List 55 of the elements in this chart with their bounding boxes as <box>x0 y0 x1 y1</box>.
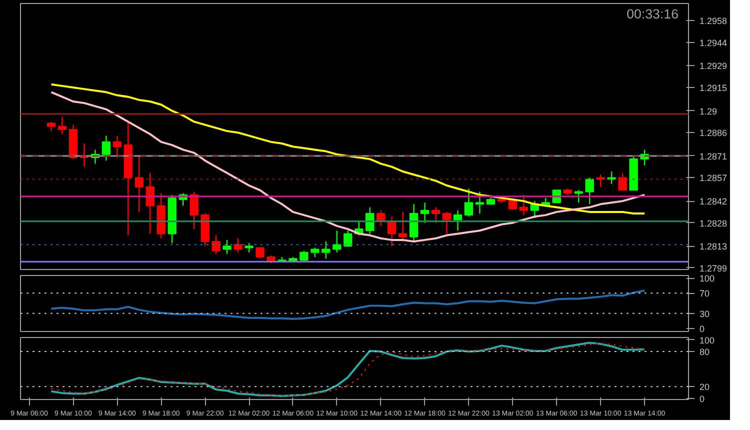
candlestick <box>234 238 242 253</box>
candlestick <box>332 230 342 253</box>
candlestick <box>431 206 440 224</box>
annotation: 00:33:16 <box>626 6 679 22</box>
candlestick <box>190 191 198 230</box>
line-series <box>50 290 646 320</box>
candlestick <box>322 240 330 260</box>
y-tick-label: 0 <box>700 324 705 334</box>
y-tick-label: 1.2799 <box>700 263 728 274</box>
candlestick <box>112 135 122 158</box>
candlestick <box>344 230 352 247</box>
candlestick <box>607 170 616 185</box>
y-tick-label: 70 <box>700 288 710 299</box>
y-tick-label: 100 <box>700 274 715 284</box>
candlestick <box>596 174 605 188</box>
y-tick-label: 1.2813 <box>700 242 728 252</box>
y-tick-label: 1.29 <box>700 106 718 116</box>
candlestick <box>58 116 67 135</box>
candlestick <box>134 155 144 213</box>
candlestick <box>475 191 484 214</box>
y-tick-label: 80 <box>700 347 710 358</box>
candlestick <box>222 239 232 255</box>
candlestick <box>102 135 111 162</box>
y-tick-label: 30 <box>700 308 710 319</box>
candlestick <box>420 202 430 224</box>
y-tick-label: 1.2886 <box>700 128 728 138</box>
candlestick <box>212 234 220 255</box>
candlestick <box>519 194 528 216</box>
y-tick-label: 20 <box>700 382 710 392</box>
candlestick <box>453 210 462 232</box>
y-tick-label: 1.2915 <box>700 83 728 93</box>
y-tick-label: 1.2929 <box>700 61 728 72</box>
y-tick-label: 0 <box>700 394 705 404</box>
y-tick-label: 1.2828 <box>700 218 728 228</box>
candlestick <box>398 211 408 242</box>
y-tick-label: 1.2857 <box>700 173 728 184</box>
candlestick <box>244 242 254 253</box>
candlestick <box>310 247 320 258</box>
candlestick <box>574 190 583 204</box>
candlestick <box>300 250 308 262</box>
candlestick <box>46 121 56 132</box>
y-tick-label: 1.2871 <box>700 151 728 162</box>
y-tick-label: 1.2944 <box>700 38 728 48</box>
candlestick <box>464 188 474 218</box>
line-series <box>50 83 646 214</box>
y-tick-label: 100 <box>700 335 715 346</box>
candlestick <box>256 247 264 260</box>
candlestick <box>585 177 594 205</box>
candlestick <box>618 172 627 191</box>
y-tick-label: 1.2842 <box>700 196 728 207</box>
candlestick <box>442 211 452 234</box>
y-tick-label: 1.2958 <box>700 16 728 26</box>
candlestick <box>146 172 154 234</box>
line-series <box>50 91 646 242</box>
candlestick <box>409 204 418 242</box>
